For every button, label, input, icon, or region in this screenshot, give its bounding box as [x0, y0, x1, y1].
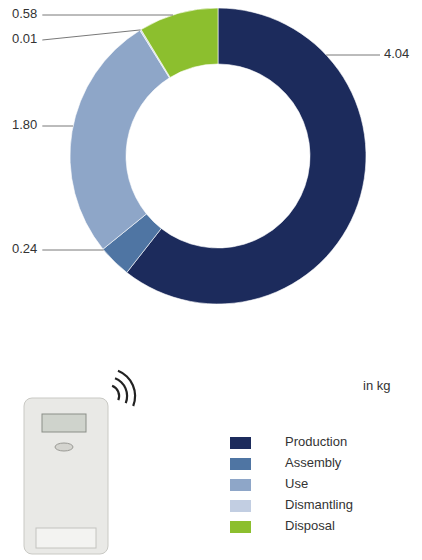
wireless-wave	[118, 370, 137, 407]
chart: 4.04 0.24 1.80 0.01 0.58 in kg Production Assem…	[0, 0, 422, 560]
legend-label: Production	[285, 434, 347, 449]
leader-line	[42, 126, 73, 127]
data-labels: 4.04 0.24 1.80 0.01 0.58	[12, 6, 409, 256]
leader-line	[42, 30, 140, 40]
leader-line	[42, 15, 173, 16]
wireless-wave	[115, 377, 129, 403]
data-label: 4.04	[384, 46, 409, 61]
legend-swatch	[230, 479, 251, 491]
legend: Production Assembly Use Dismantling Disposal	[230, 434, 353, 533]
legend-swatch	[230, 458, 251, 470]
device-button	[55, 443, 73, 451]
slice	[141, 8, 218, 77]
legend-label: Assembly	[285, 455, 342, 470]
data-label: 1.80	[12, 117, 37, 132]
annotation: in kg	[363, 378, 390, 393]
device-body	[24, 398, 108, 554]
data-label: 0.58	[12, 6, 37, 21]
leader-line	[326, 55, 380, 56]
leader-line	[42, 250, 103, 251]
legend-label: Disposal	[285, 518, 335, 533]
data-label: 0.01	[12, 31, 37, 46]
legend-label: Dismantling	[285, 497, 353, 512]
legend-swatch	[230, 500, 251, 512]
wireless-wave	[112, 385, 121, 401]
device-display	[42, 414, 86, 432]
slice	[127, 8, 366, 304]
legend-swatch	[230, 521, 251, 533]
data-label: 0.24	[12, 241, 37, 256]
device-illustration	[24, 370, 136, 554]
legend-label: Use	[285, 476, 308, 491]
legend-swatch	[230, 437, 251, 449]
device-foot	[36, 528, 96, 548]
slices	[70, 8, 366, 304]
slice	[70, 30, 169, 249]
